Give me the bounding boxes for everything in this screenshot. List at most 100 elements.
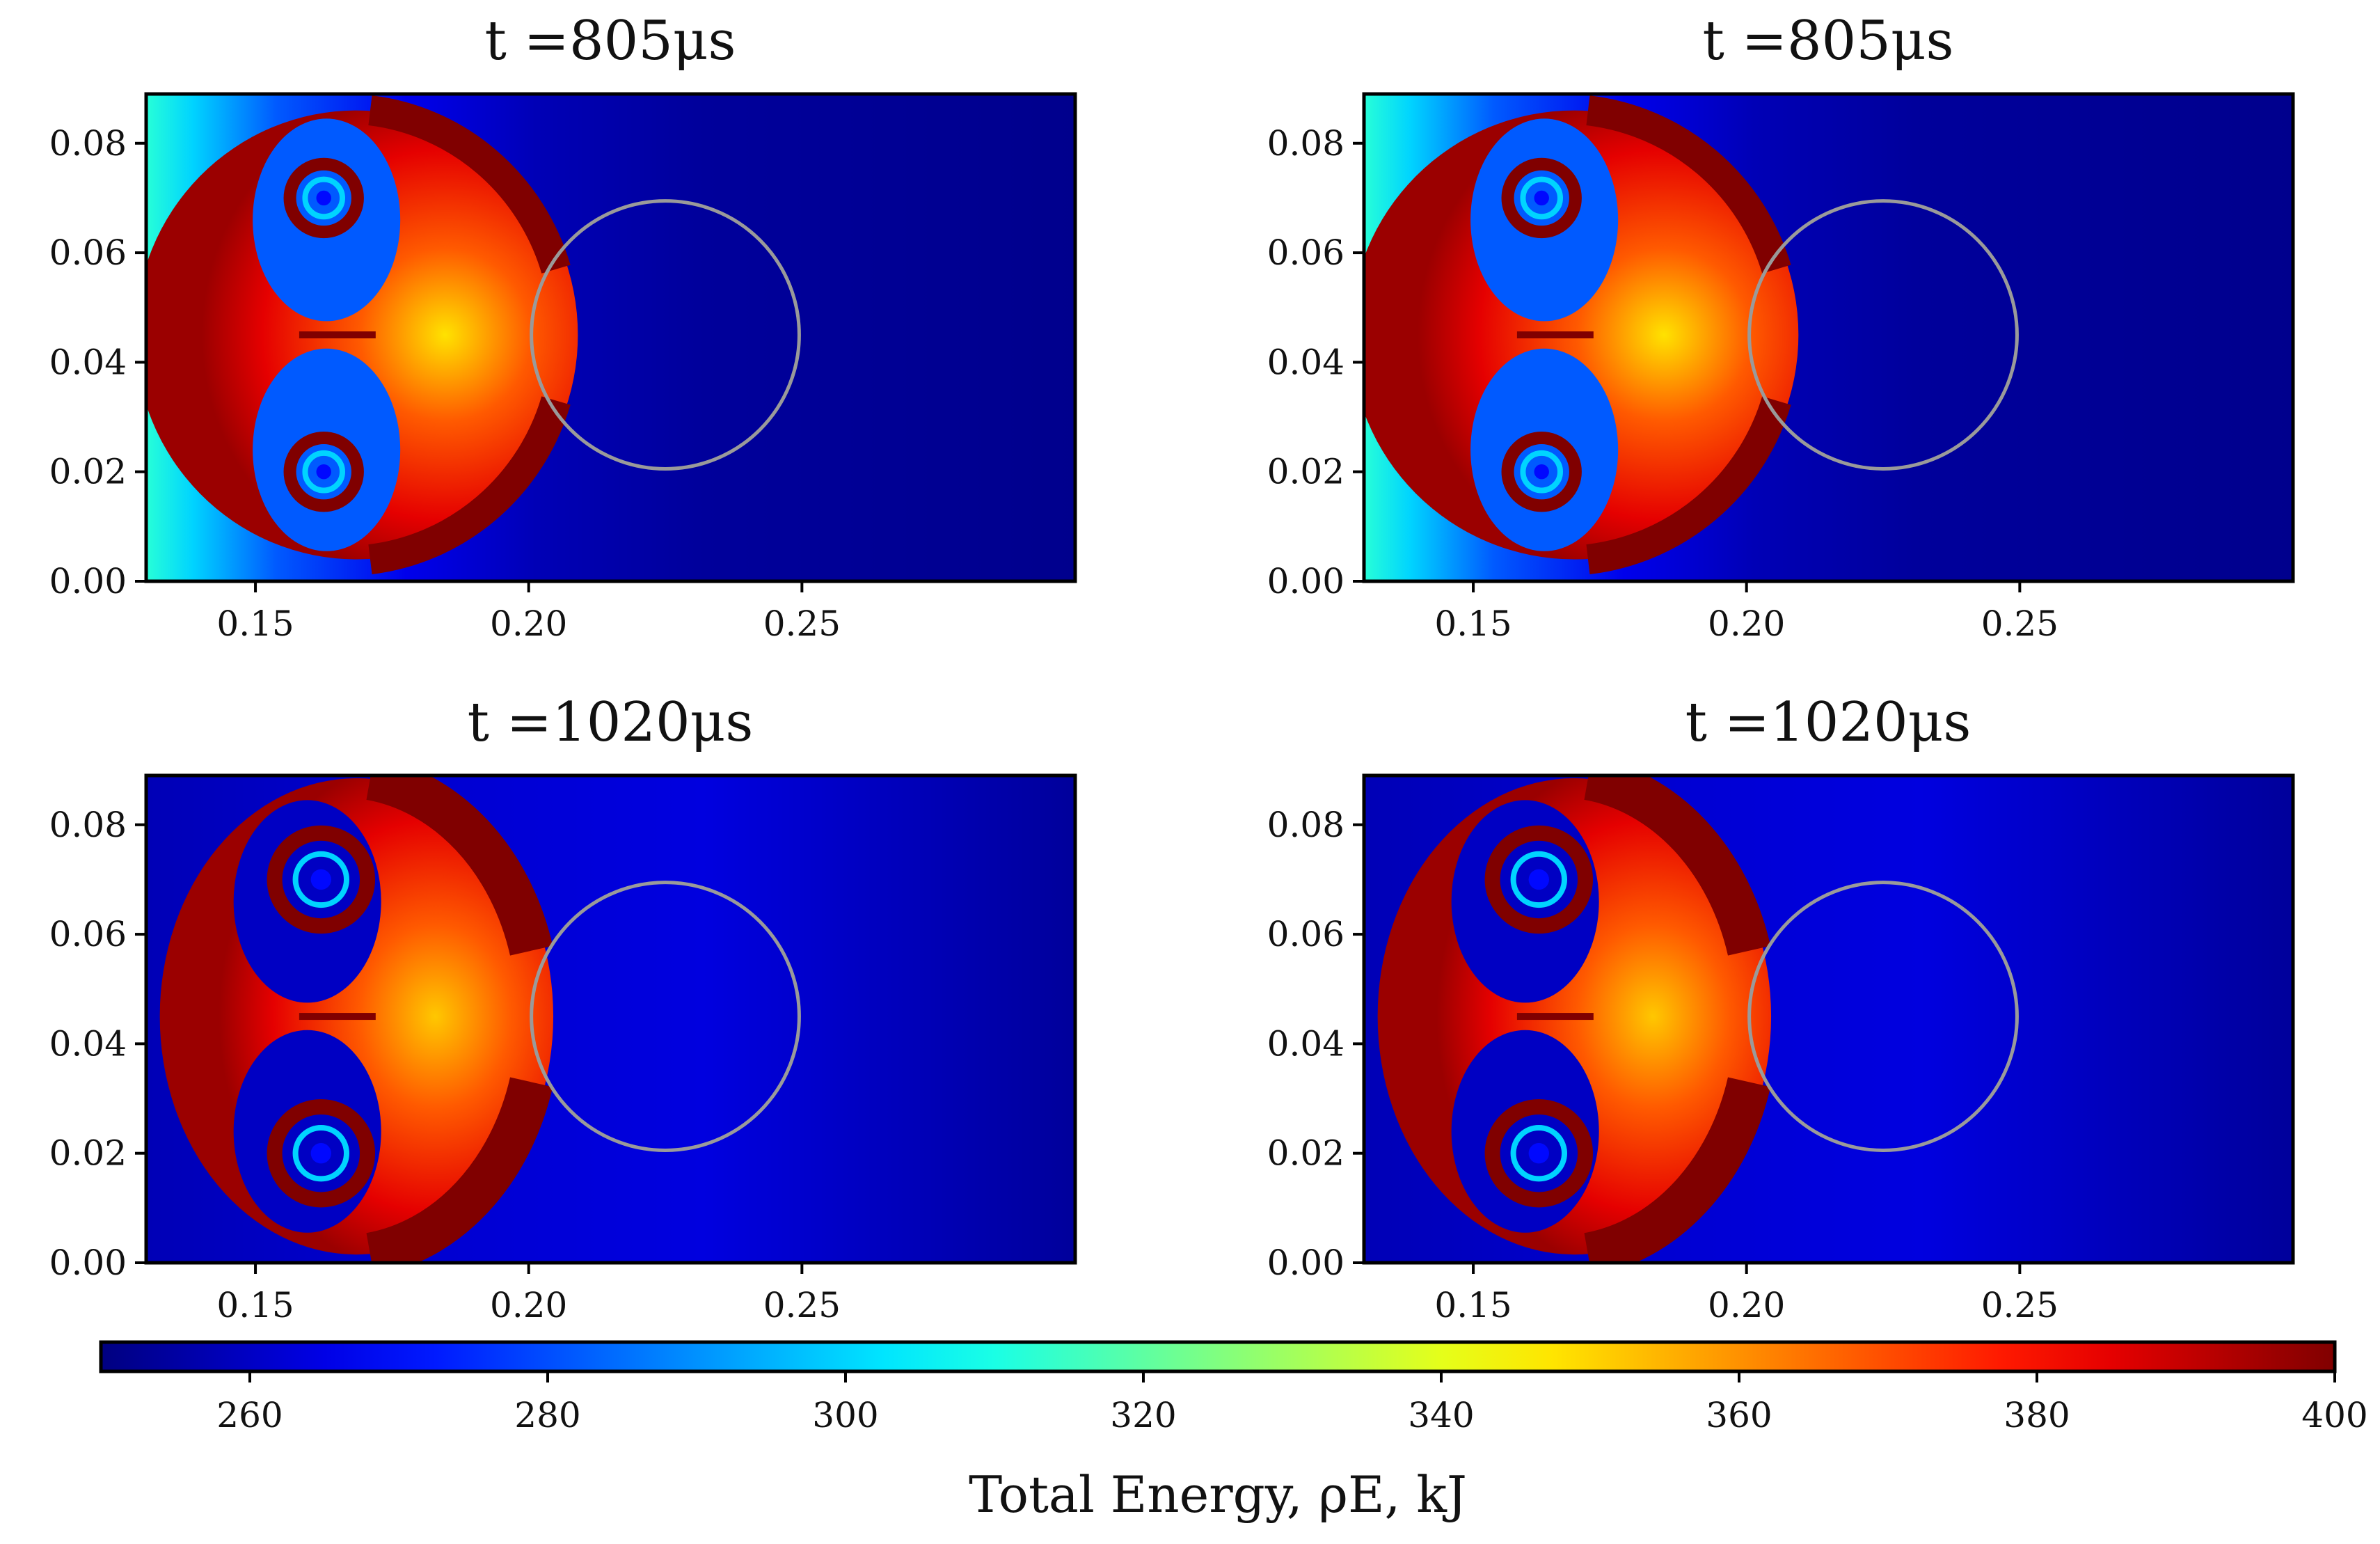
heatmap-panel-2: 0.15 0.20 0.25 0.00 0.02 0.04 0.06 0.08 t =805μs: [1267, 10, 2295, 644]
x-tick-label: 0.25: [763, 604, 841, 644]
vortex-lower: [1484, 1098, 1594, 1208]
vortex-lower-core: [292, 1124, 350, 1182]
panel-title: t =1020μs: [468, 691, 754, 754]
axes-frame: [144, 92, 1077, 583]
y-tick-label: 0.08: [1267, 805, 1344, 845]
colorbar-tick-label: 320: [1110, 1395, 1176, 1435]
y-tick-label: 0.00: [49, 1243, 127, 1283]
cut-upper: [253, 118, 401, 322]
y-tick-label: 0.06: [49, 233, 127, 273]
axes-frame: [144, 773, 1077, 1265]
vortex-lower-eye: [316, 464, 331, 480]
panel-title: t =805μs: [1702, 10, 1953, 72]
vortex-upper-eye: [1528, 869, 1549, 890]
rim-upper: [1583, 775, 1771, 956]
plot-area: [146, 775, 1075, 1263]
rim-lower: [1586, 396, 1791, 574]
center-jet: [299, 1013, 376, 1021]
x-tick-label: 0.15: [1434, 1285, 1512, 1325]
heatmap-panel-4: 0.15 0.20 0.25 0.00 0.02 0.04 0.06 0.08 t =1020μ…: [1267, 691, 2295, 1325]
rim-lower: [368, 396, 571, 574]
axes-frame: [1362, 92, 2295, 583]
vortex-lower-core: [1520, 450, 1563, 494]
vortex-upper-core: [1520, 176, 1563, 220]
x-tick-label: 0.15: [1434, 604, 1512, 644]
panels: 0.15 0.20 0.25 0.00 0.02 0.04 0.06 0.08 t =805μs…: [49, 10, 2295, 1325]
vortex-lower-core: [302, 450, 345, 494]
colorbar: 260 280 300 320 340 360 380 400 Total Energy, ρE…: [99, 1340, 2368, 1524]
center-jet: [299, 331, 376, 339]
axes-frame: [1362, 773, 2295, 1265]
vortex-upper-core: [292, 851, 350, 908]
colorbar-tick-label: 280: [514, 1395, 580, 1435]
vortex-upper-eye: [310, 869, 331, 890]
center-jet: [1516, 1013, 1594, 1021]
y-tick-label: 0.02: [49, 452, 127, 492]
y-tick-label: 0.08: [1267, 123, 1344, 164]
vortex-lower-eye: [310, 1143, 331, 1164]
colorbar-label: Total Energy, ρE, kJ: [969, 1465, 1467, 1524]
y-tick-label: 0.00: [1267, 561, 1344, 601]
vortex-upper-core: [1510, 851, 1568, 908]
y-tick-label: 0.04: [49, 1023, 127, 1064]
vortex-lower-core: [1510, 1124, 1568, 1182]
x-tick-label: 0.20: [1708, 604, 1785, 644]
reference-circle: [530, 199, 801, 471]
vortex-upper-core: [302, 176, 345, 220]
colorbar-tick-label: 340: [1408, 1395, 1474, 1435]
reference-circle: [1747, 199, 2019, 471]
x-tick-label: 0.20: [1708, 1285, 1785, 1325]
vortex-upper: [1501, 157, 1582, 239]
colorbar-frame: [99, 1340, 2337, 1373]
vortex-lower: [1501, 432, 1582, 512]
panel-title: t =805μs: [484, 10, 736, 72]
vortex-lower-eye: [1534, 464, 1549, 480]
x-tick-label: 0.25: [1981, 1285, 2058, 1325]
cut-lower: [253, 348, 401, 551]
y-tick-label: 0.00: [49, 561, 127, 601]
plot-area: [1364, 775, 2293, 1263]
vortex-upper: [267, 825, 376, 934]
colorbar-tick-label: 380: [2004, 1395, 2070, 1435]
y-tick-label: 0.08: [49, 805, 127, 845]
y-tick-label: 0.04: [1267, 1023, 1344, 1064]
vortex-upper-eye: [1534, 190, 1549, 206]
x-tick-label: 0.25: [1981, 604, 2058, 644]
y-tick-label: 0.06: [1267, 233, 1344, 273]
heatmap-panel-3: 0.15 0.20 0.25 0.00 0.02 0.04 0.06 0.08 t =1020μ…: [49, 691, 1077, 1325]
x-tick-label: 0.20: [490, 604, 567, 644]
y-tick-label: 0.02: [49, 1133, 127, 1174]
vortex-upper-eye: [316, 190, 331, 206]
vortex-upper: [1484, 825, 1594, 934]
heatmap-panel-1: 0.15 0.20 0.25 0.00 0.02 0.04 0.06 0.08 t =805μs: [49, 10, 1077, 644]
rim-upper: [1586, 95, 1791, 274]
x-tick-label: 0.15: [216, 1285, 294, 1325]
vortex-upper: [283, 157, 364, 239]
vortex-lower-eye: [1528, 1143, 1549, 1164]
cut-upper: [1470, 118, 1619, 322]
rim-lower: [365, 1077, 553, 1263]
rim-upper: [365, 775, 553, 956]
plot-area: [1364, 94, 2293, 581]
panel-title: t =1020μs: [1685, 691, 1972, 754]
x-tick-label: 0.25: [763, 1285, 841, 1325]
y-tick-label: 0.06: [49, 914, 127, 954]
y-tick-label: 0.08: [49, 123, 127, 164]
y-tick-label: 0.02: [1267, 452, 1344, 492]
colorbar-tick-label: 300: [812, 1395, 878, 1435]
colorbar-gradient: [101, 1342, 2335, 1371]
colorbar-tick-label: 360: [1706, 1395, 1772, 1435]
colorbar-tick-label: 400: [2301, 1395, 2367, 1435]
vortex-lower: [283, 432, 364, 512]
x-tick-label: 0.20: [490, 1285, 567, 1325]
rim-lower: [1583, 1077, 1771, 1263]
y-tick-label: 0.02: [1267, 1133, 1344, 1174]
reference-circle: [1747, 881, 2019, 1152]
rim-upper: [368, 95, 571, 274]
cut-lower: [1470, 348, 1619, 551]
reference-circle: [530, 881, 801, 1152]
plot-area: [146, 94, 1075, 581]
x-tick-label: 0.15: [216, 604, 294, 644]
y-tick-label: 0.06: [1267, 914, 1344, 954]
